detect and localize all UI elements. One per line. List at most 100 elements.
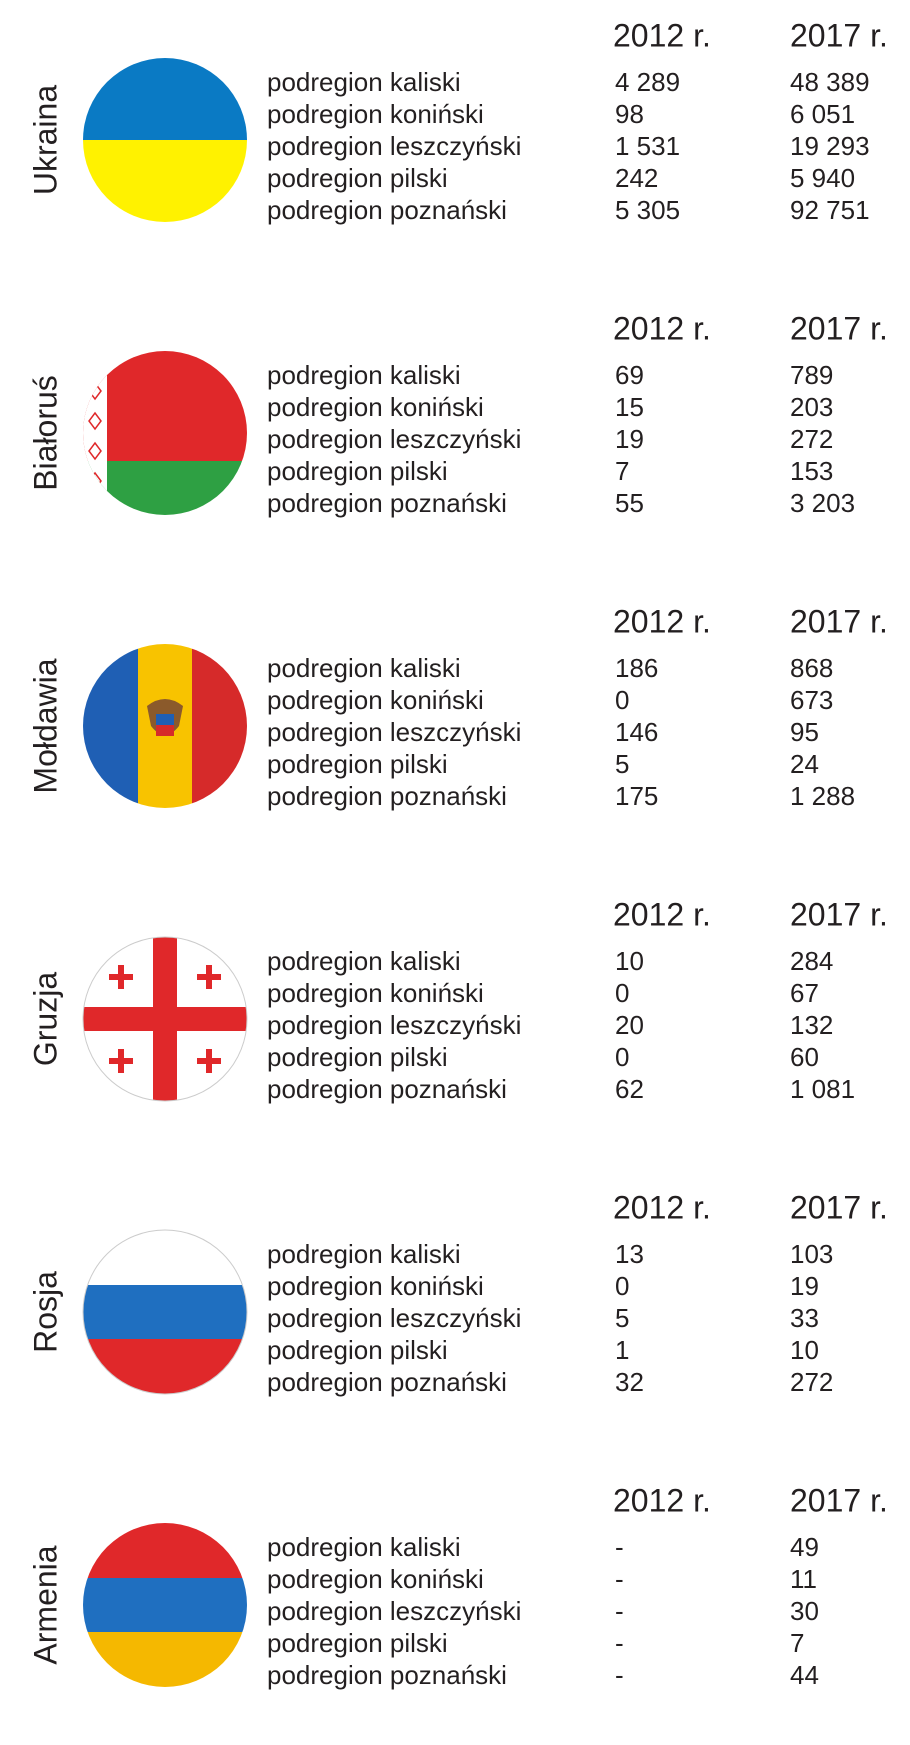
region-label: podregion pilski	[267, 163, 448, 193]
value-2012: 242	[615, 163, 658, 193]
value-2017: 103	[790, 1239, 833, 1269]
value-2017: 153	[790, 456, 833, 486]
region-label: podregion kaliski	[267, 1532, 461, 1562]
flag-ukraine	[83, 58, 247, 222]
value-2012: 5	[615, 1303, 629, 1333]
value-2012: -	[615, 1660, 624, 1690]
value-2017: 30	[790, 1596, 819, 1626]
value-2017: 789	[790, 360, 833, 390]
value-2017: 24	[790, 749, 819, 779]
value-2017: 49	[790, 1532, 819, 1562]
value-2012: 146	[615, 717, 658, 747]
value-2012: 0	[615, 1271, 629, 1301]
region-label: podregion poznański	[267, 1367, 507, 1397]
value-2012: 62	[615, 1074, 644, 1104]
region-label: podregion poznański	[267, 1660, 507, 1690]
value-2012: 55	[615, 488, 644, 518]
year-header: 2017 r.	[790, 1482, 888, 1518]
value-2012: 4 289	[615, 67, 680, 97]
value-2012: 13	[615, 1239, 644, 1269]
year-header: 2017 r.	[790, 896, 888, 932]
value-2012: 98	[615, 99, 644, 129]
region-label: podregion koniński	[267, 978, 484, 1008]
value-2012: 19	[615, 424, 644, 454]
region-label: podregion poznański	[267, 1074, 507, 1104]
region-label: podregion poznański	[267, 781, 507, 811]
year-header: 2017 r.	[790, 310, 888, 346]
value-2017: 48 389	[790, 67, 870, 97]
value-2017: 7	[790, 1628, 804, 1658]
region-label: podregion pilski	[267, 1042, 448, 1072]
value-2017: 5 940	[790, 163, 855, 193]
region-label: podregion leszczyński	[267, 131, 521, 161]
region-label: podregion poznański	[267, 488, 507, 518]
region-label: podregion kaliski	[267, 653, 461, 683]
year-header: 2017 r.	[790, 603, 888, 639]
region-label: podregion leszczyński	[267, 1010, 521, 1040]
flag-georgia	[82, 936, 248, 1102]
region-label: podregion koniński	[267, 392, 484, 422]
flag-belarus	[83, 351, 247, 515]
region-label: podregion kaliski	[267, 360, 461, 390]
region-label: podregion koniński	[267, 99, 484, 129]
value-2017: 3 203	[790, 488, 855, 518]
value-2012: 20	[615, 1010, 644, 1040]
value-2012: 15	[615, 392, 644, 422]
region-label: podregion leszczyński	[267, 424, 521, 454]
value-2017: 1 081	[790, 1074, 855, 1104]
value-2017: 95	[790, 717, 819, 747]
year-header: 2012 r.	[613, 603, 711, 639]
year-header: 2017 r.	[790, 17, 888, 53]
value-2012: 186	[615, 653, 658, 683]
value-2012: 0	[615, 685, 629, 715]
year-header: 2012 r.	[613, 17, 711, 53]
value-2012: 10	[615, 946, 644, 976]
region-label: podregion koniński	[267, 1271, 484, 1301]
value-2017: 44	[790, 1660, 819, 1690]
region-label: podregion kaliski	[267, 67, 461, 97]
value-2017: 132	[790, 1010, 833, 1040]
value-2017: 60	[790, 1042, 819, 1072]
country-name: Gruzja	[27, 972, 63, 1066]
flag-armenia	[83, 1523, 247, 1687]
region-label: podregion pilski	[267, 456, 448, 486]
year-header: 2012 r.	[613, 896, 711, 932]
value-2017: 673	[790, 685, 833, 715]
value-2017: 284	[790, 946, 833, 976]
country-name: Rosja	[27, 1271, 63, 1353]
value-2012: 5 305	[615, 195, 680, 225]
value-2012: 7	[615, 456, 629, 486]
value-2012: -	[615, 1564, 624, 1594]
value-2017: 203	[790, 392, 833, 422]
value-2012: 32	[615, 1367, 644, 1397]
value-2017: 1 288	[790, 781, 855, 811]
value-2017: 67	[790, 978, 819, 1008]
value-2012: 69	[615, 360, 644, 390]
region-label: podregion leszczyński	[267, 1303, 521, 1333]
region-label: podregion pilski	[267, 1628, 448, 1658]
value-2017: 19	[790, 1271, 819, 1301]
flag-russia	[82, 1229, 248, 1395]
value-2017: 10	[790, 1335, 819, 1365]
value-2017: 11	[790, 1564, 817, 1594]
value-2012: -	[615, 1628, 624, 1658]
region-label: podregion pilski	[267, 1335, 448, 1365]
country-name: Armenia	[27, 1545, 63, 1664]
value-2017: 19 293	[790, 131, 870, 161]
region-label: podregion leszczyński	[267, 1596, 521, 1626]
value-2012: 1	[615, 1335, 629, 1365]
value-2017: 272	[790, 424, 833, 454]
region-label: podregion leszczyński	[267, 717, 521, 747]
country-name: Białoruś	[27, 375, 63, 491]
value-2017: 272	[790, 1367, 833, 1397]
region-label: podregion kaliski	[267, 946, 461, 976]
value-2017: 92 751	[790, 195, 870, 225]
year-header: 2012 r.	[613, 310, 711, 346]
value-2012: -	[615, 1532, 624, 1562]
year-header: 2012 r.	[613, 1482, 711, 1518]
region-label: podregion koniński	[267, 1564, 484, 1594]
value-2012: 5	[615, 749, 629, 779]
region-label: podregion kaliski	[267, 1239, 461, 1269]
region-label: podregion poznański	[267, 195, 507, 225]
